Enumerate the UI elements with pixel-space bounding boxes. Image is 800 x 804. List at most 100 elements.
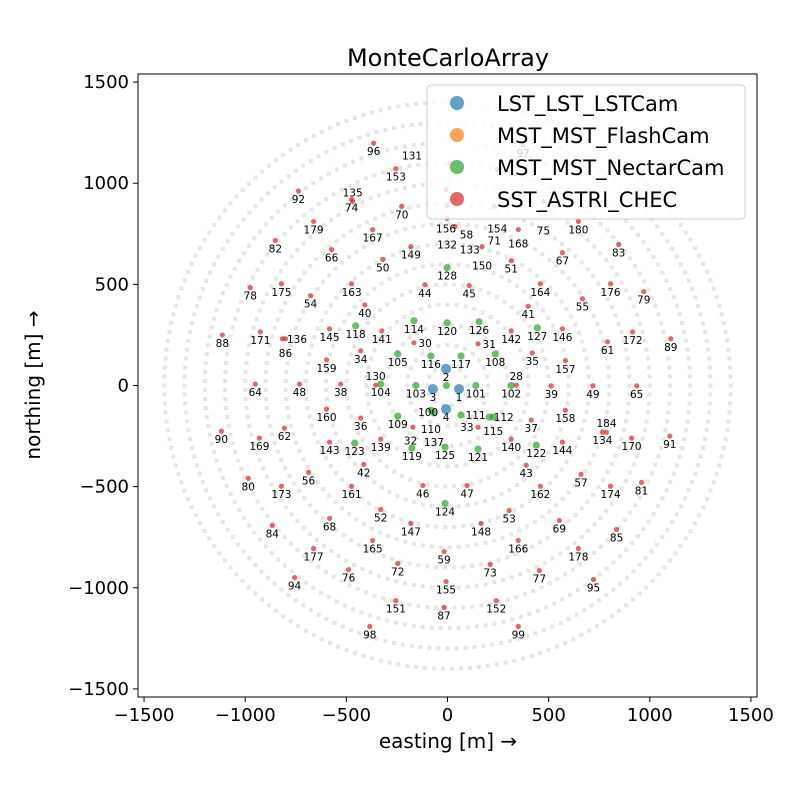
background-position-dot xyxy=(496,515,501,520)
background-position-dot xyxy=(591,492,596,497)
background-position-dot xyxy=(624,347,629,352)
background-position-dot xyxy=(488,452,493,457)
telescope-marker xyxy=(358,348,364,354)
background-position-dot xyxy=(697,513,702,518)
background-position-dot xyxy=(604,508,609,513)
background-position-dot xyxy=(292,285,297,290)
background-position-dot xyxy=(717,303,722,308)
background-position-dot xyxy=(412,266,417,271)
background-position-dot xyxy=(633,263,638,268)
background-position-dot xyxy=(486,291,491,296)
background-position-dot xyxy=(247,556,252,561)
background-position-dot xyxy=(237,258,242,263)
background-position-dot xyxy=(431,442,436,447)
background-position-dot xyxy=(688,383,693,388)
background-position-dot xyxy=(640,330,645,335)
background-position-dot xyxy=(165,338,170,343)
background-position-dot xyxy=(265,514,270,519)
telescope-label: 37 xyxy=(525,423,538,435)
background-position-dot xyxy=(499,492,504,497)
background-position-dot xyxy=(232,266,237,271)
background-position-dot xyxy=(342,319,347,324)
background-position-dot xyxy=(702,437,707,442)
background-position-dot xyxy=(605,297,610,302)
telescope-marker xyxy=(427,383,438,394)
background-position-dot xyxy=(206,343,211,348)
background-position-dot xyxy=(250,491,255,496)
background-position-dot xyxy=(263,378,268,383)
background-position-dot xyxy=(619,486,624,491)
telescope-label: 121 xyxy=(468,452,488,464)
telescope-label: 165 xyxy=(363,543,383,555)
background-position-dot xyxy=(266,191,271,196)
background-position-dot xyxy=(314,257,319,262)
background-position-dot xyxy=(706,347,711,352)
background-position-dot xyxy=(289,254,294,259)
background-position-dot xyxy=(429,222,434,227)
background-position-dot xyxy=(303,628,308,633)
background-position-dot xyxy=(282,535,287,540)
background-position-dot xyxy=(572,283,577,288)
background-position-dot xyxy=(508,333,513,338)
background-position-dot xyxy=(584,356,589,361)
background-position-dot xyxy=(458,367,463,372)
background-position-dot xyxy=(646,519,651,524)
background-position-dot xyxy=(327,273,332,278)
background-position-dot xyxy=(296,142,301,147)
background-position-dot xyxy=(321,487,326,492)
background-position-dot xyxy=(461,605,466,610)
telescope-marker xyxy=(278,281,285,287)
background-position-dot xyxy=(321,223,326,228)
telescope-marker xyxy=(472,381,480,390)
background-position-dot xyxy=(209,441,214,446)
background-position-dot xyxy=(385,576,390,581)
background-position-dot xyxy=(386,534,391,539)
telescope-marker xyxy=(323,406,330,412)
background-position-dot xyxy=(445,302,450,307)
background-position-dot xyxy=(508,532,513,537)
background-position-dot xyxy=(708,278,713,283)
telescope-label: 112 xyxy=(494,412,514,424)
background-position-dot xyxy=(635,312,640,317)
background-position-dot xyxy=(339,187,344,192)
background-position-dot xyxy=(200,479,205,484)
background-position-dot xyxy=(459,324,464,329)
telescope-marker xyxy=(536,567,542,574)
background-position-dot xyxy=(169,321,174,326)
background-position-dot xyxy=(387,365,392,370)
background-position-dot xyxy=(334,431,339,436)
background-position-dot xyxy=(420,415,425,420)
background-position-dot xyxy=(510,617,515,622)
background-position-dot xyxy=(536,340,541,345)
background-position-dot xyxy=(403,269,408,274)
background-position-dot xyxy=(394,620,399,625)
background-position-dot xyxy=(372,480,377,485)
background-position-dot xyxy=(554,644,559,649)
background-position-dot xyxy=(255,267,260,272)
background-position-dot xyxy=(407,247,412,252)
background-position-dot xyxy=(408,289,413,294)
background-position-dot xyxy=(368,570,373,575)
background-position-dot xyxy=(173,303,178,308)
background-position-dot xyxy=(505,555,510,560)
background-position-dot xyxy=(701,261,706,266)
background-position-dot xyxy=(427,347,432,352)
background-position-dot xyxy=(281,614,286,619)
telescope-marker xyxy=(525,303,531,309)
telescope-label: 38 xyxy=(334,387,347,399)
background-position-dot xyxy=(411,623,416,628)
background-position-dot xyxy=(573,444,578,449)
background-position-dot xyxy=(372,348,377,353)
background-position-dot xyxy=(416,480,421,485)
background-position-dot xyxy=(611,235,616,240)
background-position-dot xyxy=(611,560,616,565)
background-position-dot xyxy=(461,242,466,247)
telescope-label: 123 xyxy=(345,446,365,458)
background-position-dot xyxy=(607,392,612,397)
background-position-dot xyxy=(701,505,706,510)
background-position-dot xyxy=(546,392,551,397)
background-position-dot xyxy=(371,452,376,457)
background-position-dot xyxy=(559,467,564,472)
background-position-dot xyxy=(162,401,167,406)
background-position-dot xyxy=(411,184,416,189)
